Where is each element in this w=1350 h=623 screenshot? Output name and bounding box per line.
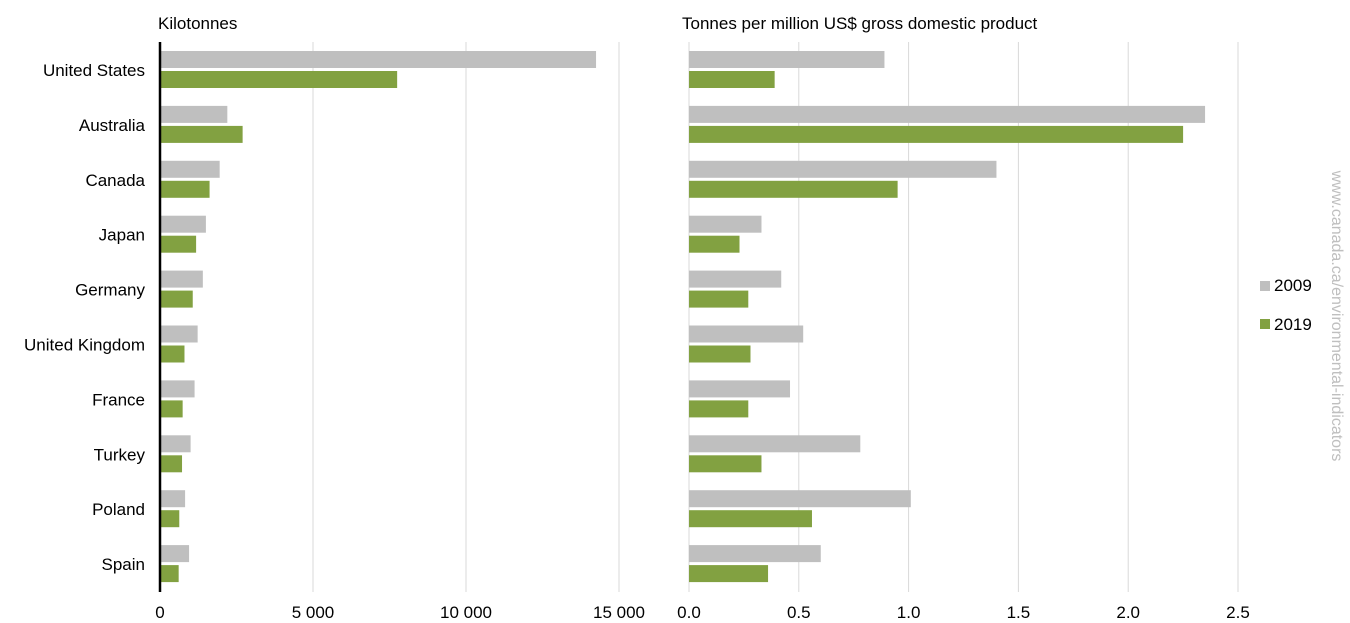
- left-panel-title: Kilotonnes: [158, 14, 237, 33]
- legend: 2009 2019: [1260, 276, 1312, 334]
- left-bar-2009: [160, 326, 198, 343]
- left-bar-2019: [160, 291, 193, 308]
- left-panel: Kilotonnes United States Australia Canada J…: [24, 14, 645, 622]
- category-label: Canada: [85, 171, 145, 190]
- left-bar-2019: [160, 510, 179, 527]
- legend-label-2019: 2019: [1274, 315, 1312, 334]
- left-bar-2009: [160, 435, 191, 452]
- left-bar-2019: [160, 455, 182, 472]
- left-bar-2009: [160, 490, 185, 507]
- left-gridlines: [313, 42, 619, 592]
- right-bar-2009: [689, 51, 884, 68]
- left-bar-2009: [160, 161, 220, 178]
- right-bar-2019: [689, 291, 748, 308]
- right-x-tick-label: 2.5: [1226, 603, 1250, 622]
- right-x-tick-label: 2.0: [1116, 603, 1140, 622]
- left-bar-2019: [160, 181, 210, 198]
- right-bar-2019: [689, 71, 775, 88]
- left-bar-2019: [160, 565, 179, 582]
- left-bar-2019: [160, 236, 196, 253]
- right-bar-2019: [689, 181, 898, 198]
- right-bar-2019: [689, 455, 761, 472]
- left-x-tick-label: 10 000: [440, 603, 492, 622]
- left-bar-2009: [160, 545, 189, 562]
- left-bars: [160, 51, 596, 582]
- legend-label-2009: 2009: [1274, 276, 1312, 295]
- right-bars: [689, 51, 1205, 582]
- category-label: France: [92, 390, 145, 409]
- left-bar-2019: [160, 126, 243, 143]
- right-bar-2009: [689, 380, 790, 397]
- right-bar-2009: [689, 271, 781, 288]
- left-x-tick-labels: 0 5 000 10 000 15 000: [155, 603, 645, 622]
- right-x-tick-label: 0.5: [787, 603, 811, 622]
- legend-swatch-2009: [1260, 281, 1270, 291]
- left-bar-2009: [160, 271, 203, 288]
- right-bar-2019: [689, 126, 1183, 143]
- category-label: Japan: [99, 226, 145, 245]
- right-bar-2019: [689, 400, 748, 417]
- right-panel-title: Tonnes per million US$ gross domestic pr…: [682, 14, 1038, 33]
- right-x-tick-label: 0.0: [677, 603, 701, 622]
- right-bar-2019: [689, 565, 768, 582]
- source-note: www.canada.ca/environmental-indicators: [1328, 170, 1345, 462]
- left-bar-2009: [160, 380, 195, 397]
- category-label: Turkey: [94, 445, 146, 464]
- right-bar-2009: [689, 490, 911, 507]
- legend-swatch-2019: [1260, 319, 1270, 329]
- left-bar-2009: [160, 216, 206, 233]
- right-bar-2009: [689, 545, 821, 562]
- left-bar-2019: [160, 346, 184, 363]
- right-bar-2009: [689, 106, 1205, 123]
- right-bar-2009: [689, 216, 761, 233]
- right-bar-2009: [689, 435, 860, 452]
- right-x-tick-labels: 0.0 0.5 1.0 1.5 2.0 2.5: [677, 603, 1250, 622]
- right-x-tick-label: 1.0: [897, 603, 921, 622]
- right-bar-2009: [689, 326, 803, 343]
- category-labels: United States Australia Canada Japan Germany…: [24, 61, 146, 574]
- left-bar-2019: [160, 71, 397, 88]
- right-bar-2019: [689, 236, 740, 253]
- left-x-tick-label: 0: [155, 603, 164, 622]
- right-bar-2009: [689, 161, 996, 178]
- left-x-tick-label: 5 000: [292, 603, 335, 622]
- right-panel: Tonnes per million US$ gross domestic pr…: [677, 14, 1250, 622]
- category-label: Australia: [79, 116, 146, 135]
- category-label: United Kingdom: [24, 336, 145, 355]
- left-bar-2009: [160, 51, 596, 68]
- left-bar-2009: [160, 106, 227, 123]
- right-bar-2019: [689, 346, 750, 363]
- right-x-tick-label: 1.5: [1007, 603, 1031, 622]
- category-label: Spain: [102, 555, 145, 574]
- left-bar-2019: [160, 400, 183, 417]
- right-bar-2019: [689, 510, 812, 527]
- right-gridlines: [689, 42, 1238, 592]
- category-label: United States: [43, 61, 145, 80]
- left-x-tick-label: 15 000: [593, 603, 645, 622]
- category-label: Poland: [92, 500, 145, 519]
- category-label: Germany: [75, 281, 145, 300]
